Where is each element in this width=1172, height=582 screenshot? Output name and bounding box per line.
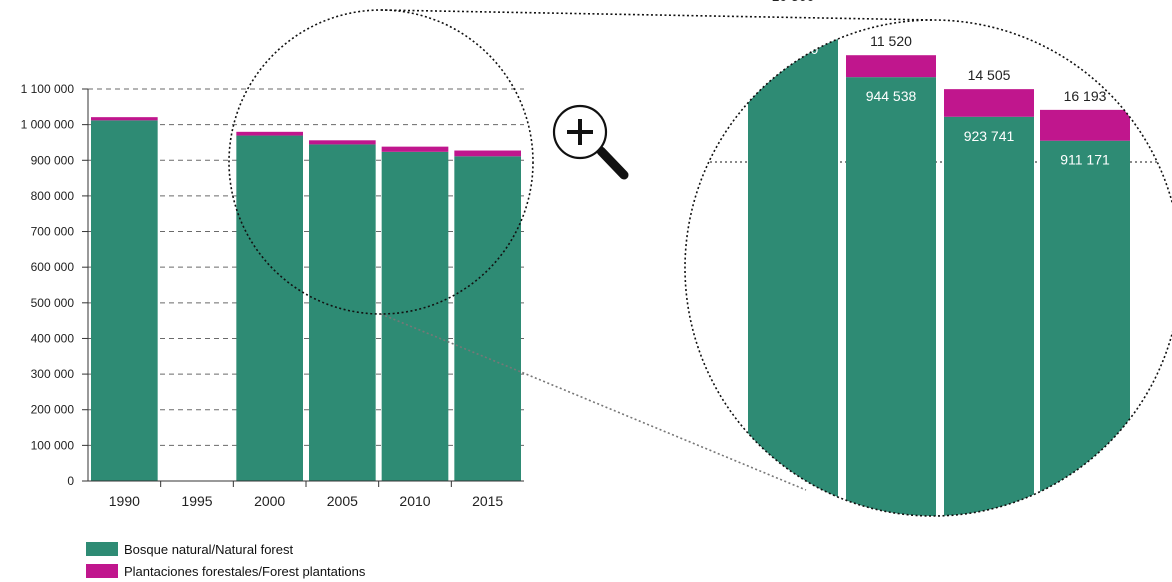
zoom-bar-plantation-2010: [944, 89, 1034, 117]
zoom-bar-natural-2015: [1040, 140, 1130, 516]
bar-natural-2005: [309, 144, 376, 481]
zoom-bar-plantation-2005: [846, 55, 936, 78]
zoom-natural-label-2000: 969 350: [768, 41, 819, 57]
x-tick-label-2005: 2005: [327, 493, 358, 509]
legend-swatch-forest-plantations: [86, 564, 118, 578]
y-tick-label-1: 100 000: [31, 438, 75, 452]
x-tick-label-2015: 2015: [472, 493, 503, 509]
y-tick-label-7: 700 000: [31, 225, 75, 239]
y-tick-label-3: 300 000: [31, 367, 75, 381]
zoom-bar-natural-2000: [748, 29, 838, 516]
zoom-connector-top: [380, 9, 934, 21]
y-tick-label-4: 400 000: [31, 331, 75, 345]
bar-plantation-2005: [309, 140, 376, 145]
y-tick-label-5: 500 000: [31, 296, 75, 310]
legend-item-forest-plantations: Plantaciones forestales/Forest plantatio…: [86, 560, 365, 582]
bar-plantation-2000: [236, 131, 303, 136]
x-tick-label-1990: 1990: [109, 493, 140, 509]
y-tick-label-9: 900 000: [31, 153, 75, 167]
bar-natural-2000: [236, 135, 303, 482]
y-tick-label-11: 1 100 000: [21, 82, 75, 96]
y-tick-label-6: 600 000: [31, 260, 75, 274]
zoom-natural-label-2015: 911 171: [1060, 152, 1110, 168]
zoom-plantation-label-2015: 16 193: [1064, 88, 1107, 104]
zoom-bar-natural-2005: [846, 77, 936, 516]
zoom-in-magnifier-icon: [552, 104, 629, 180]
zoom-target-circle: [684, 19, 1172, 517]
zoom-bar-plantation-2000: [748, 20, 838, 30]
legend-label-forest-plantations: Plantaciones forestales/Forest plantatio…: [124, 563, 366, 579]
y-tick-label-10: 1 000 000: [21, 118, 75, 132]
bar-natural-2015: [454, 156, 521, 481]
x-tick-label-2000: 2000: [254, 493, 285, 509]
bar-natural-1990: [91, 120, 158, 482]
y-tick-label-2: 200 000: [31, 403, 75, 417]
bar-natural-2010: [381, 151, 449, 481]
bar-plantation-1990: [91, 117, 158, 121]
zoom-natural-label-2010: 923 741: [964, 128, 1015, 144]
magnifier-handle: [596, 146, 629, 180]
legend-swatch-natural-forest: [86, 542, 118, 556]
y-tick-label-8: 800 000: [31, 189, 75, 203]
y-tick-label-0: 0: [67, 474, 74, 488]
legend-item-natural-forest: Bosque natural/Natural forest: [86, 538, 365, 560]
bar-plantation-2015: [454, 150, 521, 157]
zoom-natural-label-2005: 944 538: [866, 88, 917, 104]
legend-label-natural-forest: Bosque natural/Natural forest: [124, 541, 294, 557]
zoom-plantation-label-2010: 14 505: [968, 67, 1011, 83]
zoom-connector-bottom: [380, 313, 807, 491]
bar-plantation-2010: [381, 146, 449, 152]
zoom-bar-plantation-2015: [1040, 109, 1130, 141]
legend: Bosque natural/Natural forest Plantacion…: [86, 538, 365, 582]
x-tick-label-2010: 2010: [399, 493, 430, 509]
zoom-plantation-label-2005: 11 520: [870, 33, 912, 49]
zoom-plantation-label-2000: 10 500: [772, 0, 815, 4]
x-tick-label-1995: 1995: [181, 493, 212, 509]
zoom-bar-natural-2010: [944, 116, 1034, 516]
